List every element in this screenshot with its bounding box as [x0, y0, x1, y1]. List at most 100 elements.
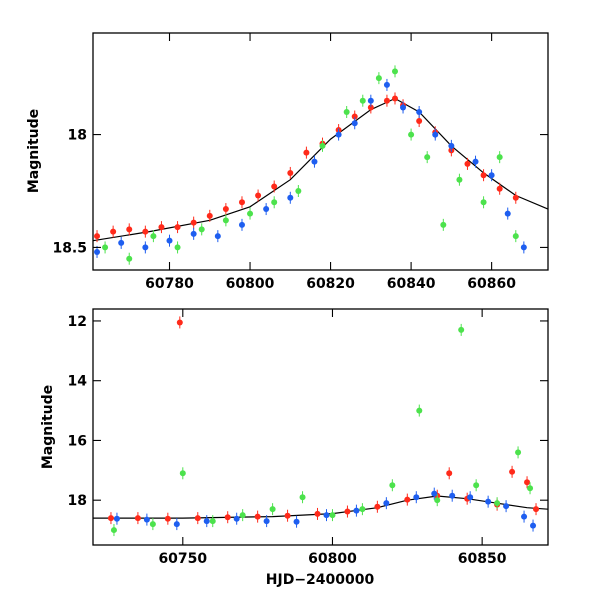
data-point	[287, 169, 294, 176]
data-point	[472, 158, 479, 165]
x-tick-label: 60750	[158, 551, 207, 567]
data-point	[509, 468, 516, 475]
data-point	[143, 516, 150, 523]
data-point	[344, 508, 351, 515]
data-point	[503, 503, 510, 510]
data-point	[512, 233, 519, 240]
data-point	[233, 515, 240, 522]
data-point	[176, 319, 183, 326]
data-point	[173, 521, 180, 528]
x-tick-label: 60860	[467, 276, 516, 292]
data-point	[440, 221, 447, 228]
data-point	[222, 217, 229, 224]
data-point	[284, 512, 291, 519]
data-point	[209, 518, 216, 525]
data-point	[269, 506, 276, 513]
data-point	[194, 515, 201, 522]
data-point	[198, 226, 205, 233]
data-point	[467, 494, 474, 501]
data-point	[530, 522, 537, 529]
data-point	[311, 158, 318, 165]
x-tick-label: 60800	[226, 276, 275, 292]
data-point	[214, 233, 221, 240]
data-point	[494, 500, 501, 507]
data-point	[496, 154, 503, 161]
data-point	[174, 224, 181, 231]
data-point	[118, 239, 125, 246]
data-point	[190, 230, 197, 237]
data-point	[416, 407, 423, 414]
data-point	[383, 500, 390, 507]
data-point	[374, 503, 381, 510]
data-point	[126, 226, 133, 233]
data-point	[271, 199, 278, 206]
data-point	[480, 199, 487, 206]
data-point	[110, 527, 117, 534]
data-point	[515, 449, 522, 456]
data-point	[142, 228, 149, 235]
x-tick-label: 60780	[145, 276, 194, 292]
data-point	[458, 326, 465, 333]
data-point	[404, 496, 411, 503]
data-point	[383, 81, 390, 88]
data-point	[524, 479, 531, 486]
data-point	[446, 470, 453, 477]
data-point	[299, 494, 306, 501]
data-point	[263, 518, 270, 525]
data-point	[150, 233, 157, 240]
data-point	[113, 515, 120, 522]
top-panel: 60780 60800 60820 60840 60860 18 18.5 Magnitud…	[26, 32, 549, 292]
top-panel-frame	[92, 32, 549, 271]
data-point	[359, 97, 366, 104]
data-point	[496, 185, 503, 192]
data-point	[174, 244, 181, 251]
data-point	[408, 131, 415, 138]
y-tick-label: 18	[68, 128, 87, 144]
data-point	[238, 221, 245, 228]
fit-curve	[93, 495, 549, 519]
data-point	[287, 194, 294, 201]
data-point	[389, 482, 396, 489]
top-panel-ticks: 60780 60800 60820 60840 60860 18 18.5	[52, 33, 548, 292]
data-point	[134, 515, 141, 522]
data-point	[391, 68, 398, 75]
data-point	[239, 512, 246, 519]
data-point	[449, 492, 456, 499]
data-point	[166, 237, 173, 244]
y-tick-label: 18.5	[52, 240, 87, 256]
data-point	[203, 518, 210, 525]
data-point	[303, 149, 310, 156]
data-point	[400, 104, 407, 111]
data-point	[432, 131, 439, 138]
data-point	[351, 113, 358, 120]
data-point	[375, 75, 382, 82]
data-point	[359, 506, 366, 513]
data-point	[164, 515, 171, 522]
data-point	[424, 154, 431, 161]
data-point	[353, 507, 360, 514]
data-point	[110, 228, 117, 235]
bottom-panel-ticks: 60750 60800 60850 12 14 16 18	[68, 309, 548, 567]
data-point	[533, 506, 540, 513]
data-point	[323, 512, 330, 519]
data-point	[485, 498, 492, 505]
bottom-panel-frame	[92, 308, 549, 546]
data-point	[295, 188, 302, 194]
data-point	[391, 95, 398, 102]
data-point	[527, 485, 534, 492]
data-point	[335, 131, 342, 138]
data-point	[480, 172, 487, 179]
data-point	[126, 255, 133, 262]
data-point	[190, 219, 197, 226]
data-point	[521, 513, 528, 520]
data-point	[329, 512, 336, 519]
data-point	[383, 97, 390, 104]
data-point	[149, 521, 156, 528]
data-point	[464, 160, 471, 167]
data-point	[512, 194, 519, 201]
data-point	[416, 109, 423, 115]
y-tick-label: 14	[68, 374, 88, 390]
y-tick-label: 16	[68, 433, 87, 449]
y-tick-label: 12	[68, 314, 87, 330]
data-point	[448, 142, 455, 149]
